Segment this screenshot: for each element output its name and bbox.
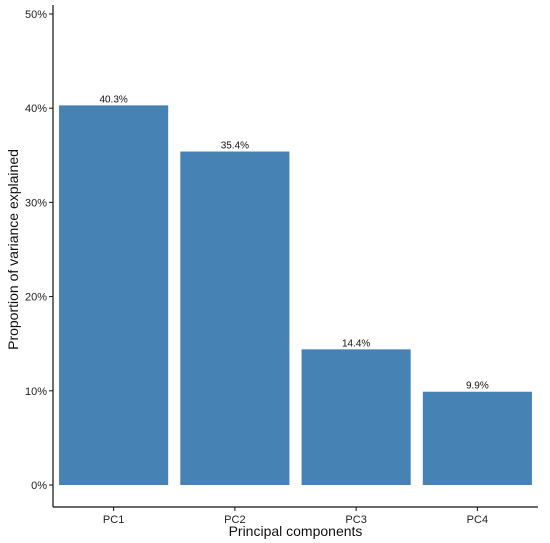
y-tick-label: 10% bbox=[25, 386, 47, 398]
x-tick-label-pc1: PC1 bbox=[103, 514, 124, 526]
y-ticks-group: 0% 10% 20% 30% 40% 50% bbox=[25, 9, 53, 492]
y-tick-label: 0% bbox=[31, 480, 47, 492]
data-label-pc1: 40.3% bbox=[99, 94, 127, 105]
x-tick-label-pc4: PC4 bbox=[467, 514, 488, 526]
bar-pc4 bbox=[422, 391, 532, 485]
bar-pc2 bbox=[180, 151, 290, 486]
y-tick-label: 50% bbox=[25, 9, 47, 21]
y-axis-title: Proportion of variance explained bbox=[5, 149, 21, 350]
y-tick-label: 40% bbox=[25, 103, 47, 115]
x-ticks-group: PC1 PC2 PC3 PC4 bbox=[103, 507, 488, 526]
x-tick-label-pc2: PC2 bbox=[224, 514, 245, 526]
data-label-pc3: 14.4% bbox=[342, 338, 370, 349]
bar-pc1 bbox=[59, 105, 169, 486]
y-tick-label: 20% bbox=[25, 292, 47, 304]
bar-pc3 bbox=[301, 349, 411, 485]
y-tick-label: 30% bbox=[25, 197, 47, 209]
data-labels-group: 40.3% 35.4% 14.4% 9.9% bbox=[99, 94, 488, 391]
bars-group bbox=[59, 105, 532, 486]
x-tick-label-pc3: PC3 bbox=[345, 514, 366, 526]
x-axis-title: Principal components bbox=[229, 523, 363, 539]
data-label-pc2: 35.4% bbox=[221, 141, 249, 152]
data-label-pc4: 9.9% bbox=[466, 381, 489, 392]
